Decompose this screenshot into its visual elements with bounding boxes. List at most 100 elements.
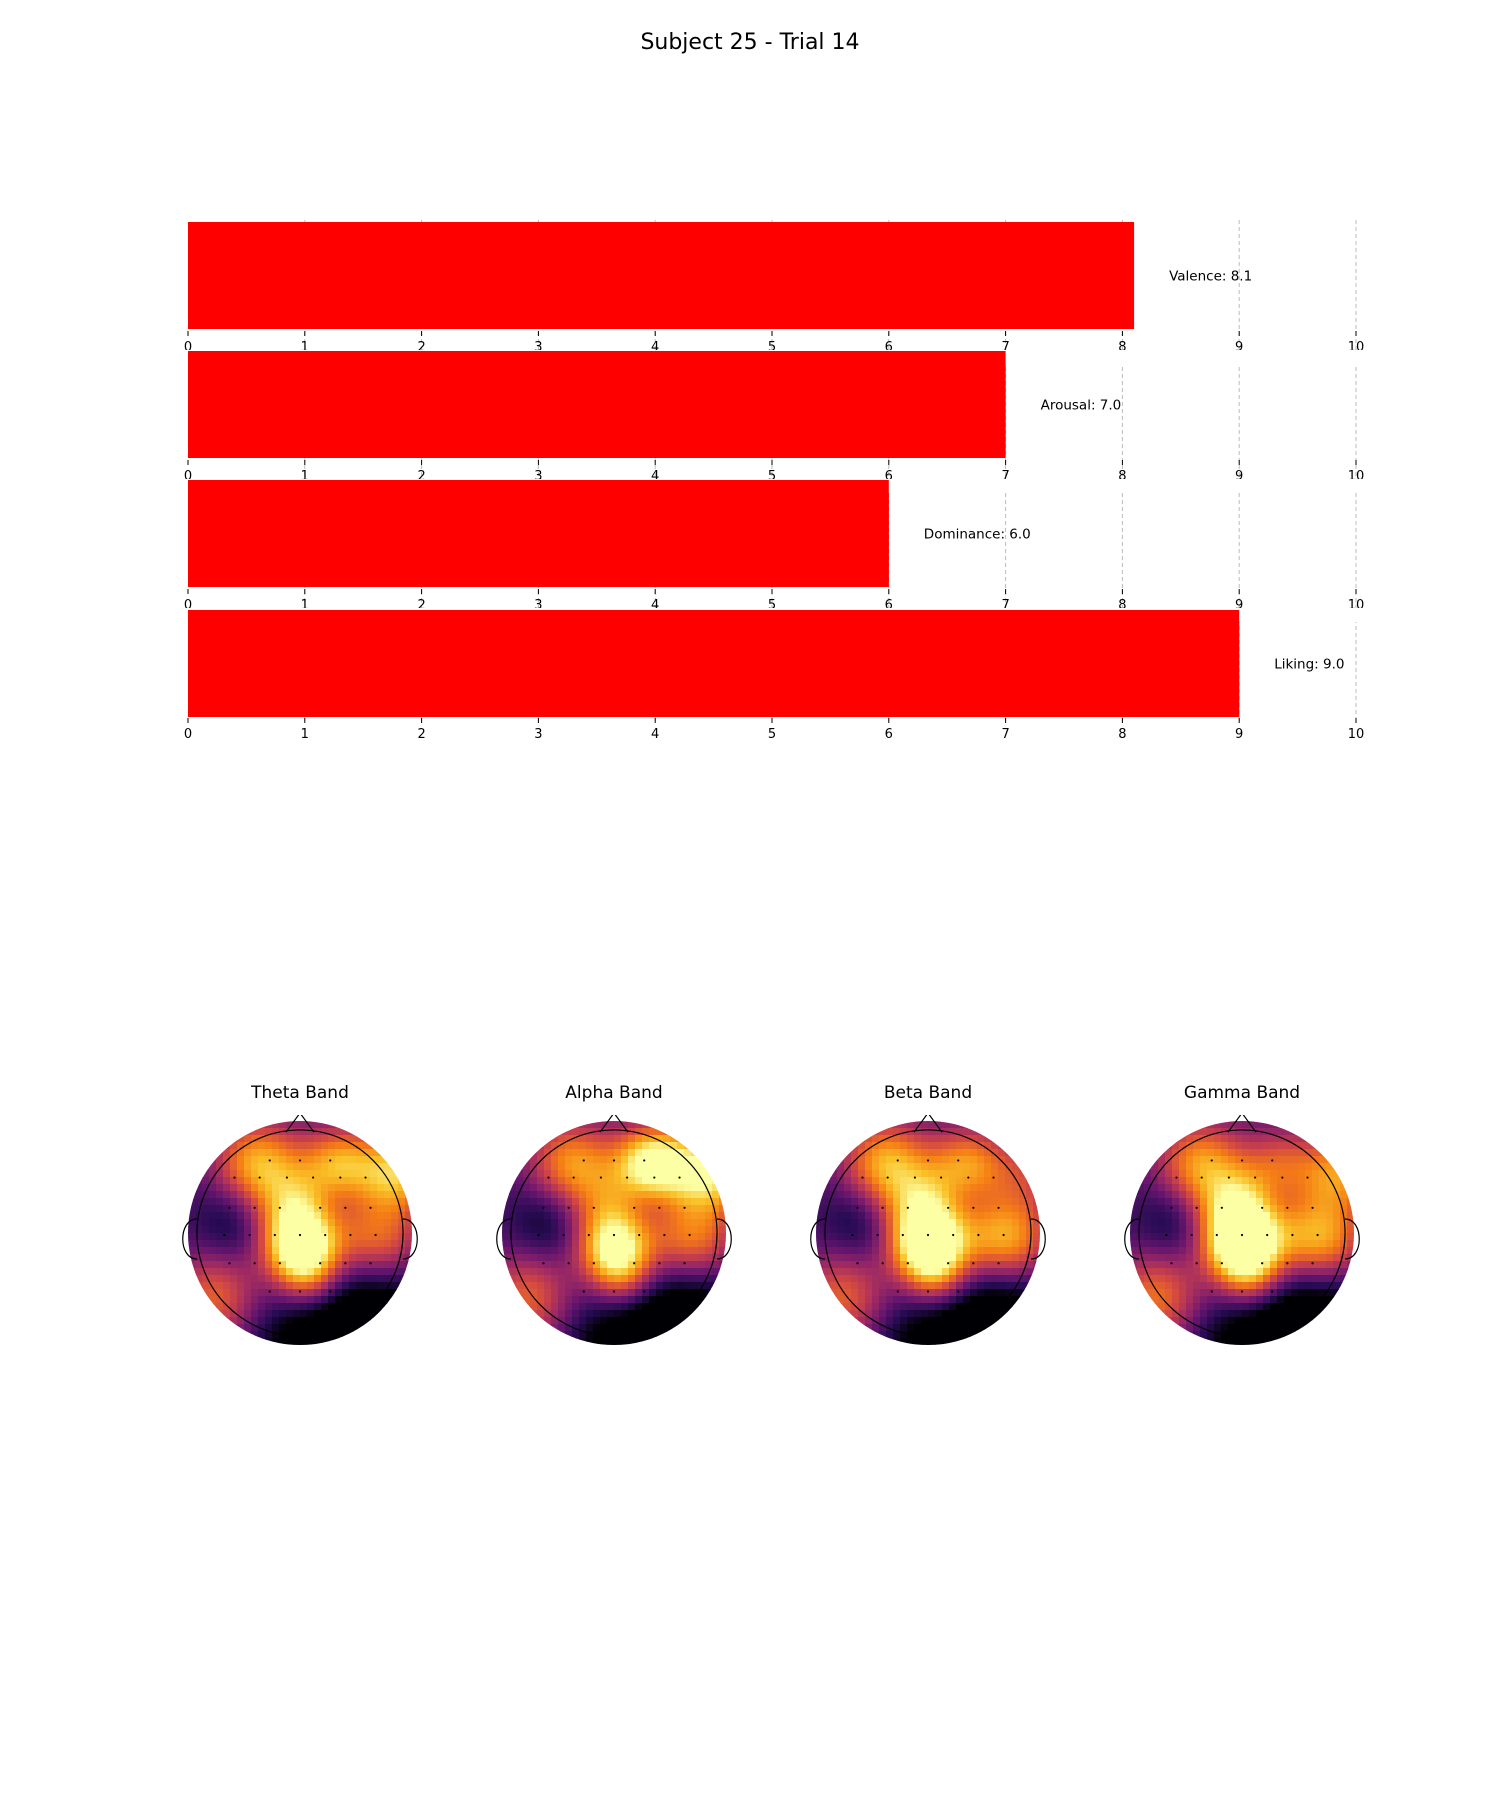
- topomap-cell: [551, 1310, 559, 1318]
- topomap-cell: [628, 1240, 636, 1248]
- topomap-cell: [663, 1142, 671, 1150]
- electrode-marker: [1210, 1159, 1213, 1162]
- topomap-cell: [935, 1163, 943, 1171]
- topomap-cell: [377, 1317, 385, 1325]
- topomap-cell: [1228, 1268, 1236, 1276]
- topomap-cell: [879, 1303, 887, 1311]
- topomap-cell: [621, 1268, 629, 1276]
- topomap-cell: [502, 1226, 510, 1234]
- topomap-cell: [1005, 1254, 1013, 1262]
- topomap-cell: [1172, 1254, 1180, 1262]
- topomap-cell: [579, 1282, 587, 1290]
- topomap-cell: [649, 1149, 657, 1157]
- topomap-cell: [265, 1261, 273, 1269]
- topomap-cell: [398, 1282, 406, 1290]
- topomap-cell: [698, 1261, 706, 1269]
- topomap-cell: [998, 1268, 1006, 1276]
- topomap-cell: [342, 1226, 350, 1234]
- topomap-cell: [244, 1268, 252, 1276]
- topomap-cell: [1193, 1212, 1201, 1220]
- topomap-cell: [1291, 1163, 1299, 1171]
- topomap-cell: [1235, 1170, 1243, 1178]
- topomap-cell: [314, 1261, 322, 1269]
- topomap-cell: [251, 1331, 259, 1339]
- topomap-cell: [293, 1198, 301, 1206]
- electrode-marker: [1170, 1206, 1173, 1209]
- topomap-cell: [1256, 1303, 1264, 1311]
- topomap-cell: [195, 1191, 203, 1199]
- topomap-cell: [223, 1170, 231, 1178]
- topomap-cell: [579, 1247, 587, 1255]
- topomap-cell: [698, 1212, 706, 1220]
- topomap-cell: [1207, 1240, 1215, 1248]
- topomap-cell: [893, 1233, 901, 1241]
- electrode-marker: [298, 1290, 302, 1293]
- topomap-cell: [1019, 1282, 1027, 1290]
- topomap-cell: [677, 1212, 685, 1220]
- topomap-cell: [844, 1142, 852, 1150]
- topomap-cell: [858, 1198, 866, 1206]
- topomap-cell: [391, 1226, 399, 1234]
- topomap-cell: [398, 1289, 406, 1297]
- topomap-cell: [1263, 1163, 1271, 1171]
- topomap-cell: [942, 1303, 950, 1311]
- topomap-cell: [907, 1317, 915, 1325]
- topomap-cell: [1305, 1142, 1313, 1150]
- topomap-cell: [977, 1282, 985, 1290]
- bar-value-label: Dominance: 6.0: [924, 527, 1031, 543]
- topomap-cell: [1012, 1205, 1020, 1213]
- topomap-cell: [279, 1310, 287, 1318]
- topomap-cell: [579, 1331, 587, 1339]
- topomap-cell: [1256, 1310, 1264, 1318]
- topomap-cell: [886, 1331, 894, 1339]
- topomap-cell: [1144, 1205, 1152, 1213]
- topomap-cell: [942, 1317, 950, 1325]
- topomap-cell: [935, 1303, 943, 1311]
- topomap-cell: [712, 1233, 720, 1241]
- topomap-cell: [1186, 1184, 1194, 1192]
- topomap-cell: [998, 1163, 1006, 1171]
- topomap-cell: [377, 1261, 385, 1269]
- topomap-cell: [335, 1338, 343, 1345]
- topomap-cell: [900, 1233, 908, 1241]
- topomap-cell: [970, 1268, 978, 1276]
- left-ear-outline: [810, 1218, 826, 1260]
- topomap-cell: [1228, 1317, 1236, 1325]
- topomap-cell: [551, 1254, 559, 1262]
- topomap-cell: [237, 1317, 245, 1325]
- bar-valence: [188, 222, 1135, 329]
- topomap-cell: [1158, 1184, 1166, 1192]
- topomap-cell: [544, 1303, 552, 1311]
- topomap-cell: [1207, 1226, 1215, 1234]
- topomap-cell: [1005, 1163, 1013, 1171]
- topomap-cell: [607, 1233, 615, 1241]
- topomap-cell: [216, 1261, 224, 1269]
- figure-title: Subject 25 - Trial 14: [640, 30, 860, 55]
- topomap-title: Beta Band: [883, 1083, 973, 1103]
- topomap-cell: [893, 1135, 901, 1143]
- topomap-cell: [621, 1135, 629, 1143]
- topomap-cell: [216, 1177, 224, 1185]
- electrode-marker: [688, 1233, 691, 1237]
- topomap-cell: [558, 1184, 566, 1192]
- topomap-cell: [1333, 1170, 1341, 1178]
- topomap-cell: [335, 1282, 343, 1290]
- topomap-cell: [830, 1226, 838, 1234]
- topomap-cell: [579, 1254, 587, 1262]
- topomap-cell: [1207, 1331, 1215, 1339]
- topomap-cell: [830, 1275, 838, 1283]
- topomap-cell: [1256, 1240, 1264, 1248]
- topomap-cell: [579, 1233, 587, 1241]
- topomap-cell: [537, 1289, 545, 1297]
- topomap-cell: [907, 1149, 915, 1157]
- topomap-cell: [628, 1317, 636, 1325]
- topomap-cell: [1186, 1205, 1194, 1213]
- topomap-cell: [1172, 1226, 1180, 1234]
- topomap-cell: [544, 1149, 552, 1157]
- electrode-marker: [1215, 1233, 1218, 1237]
- topomap-cell: [1249, 1317, 1257, 1325]
- topomap-cell: [928, 1226, 936, 1234]
- topomap-cell: [942, 1296, 950, 1304]
- topomap-cell: [698, 1156, 706, 1164]
- topomap-cell: [656, 1198, 664, 1206]
